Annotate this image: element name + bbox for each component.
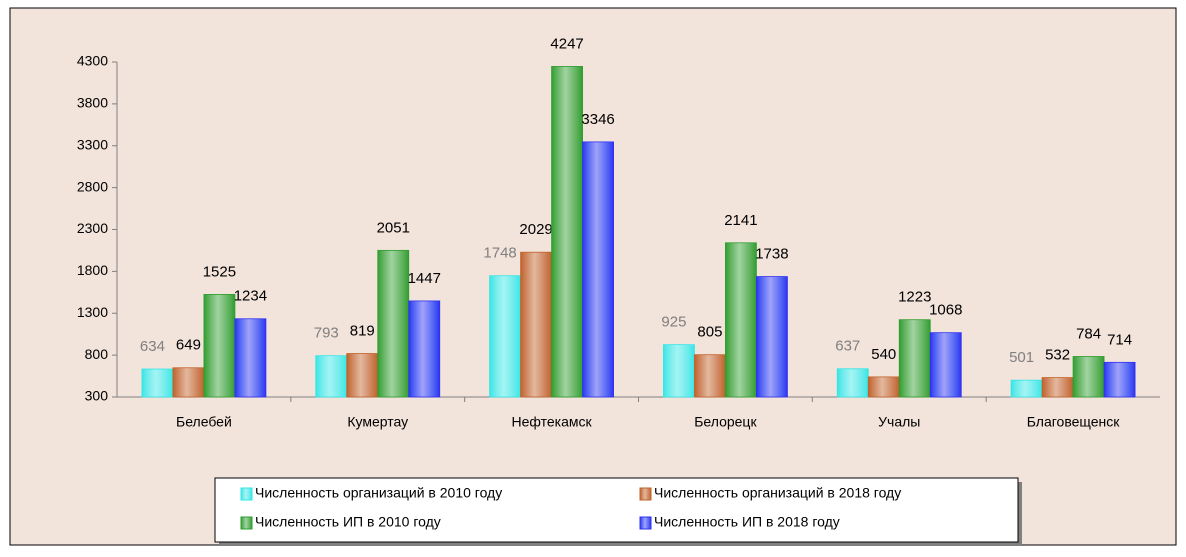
y-tick-label: 4300 [77, 53, 108, 69]
x-tick-label: Белебей [176, 414, 232, 430]
bar [1103, 361, 1136, 398]
value-label: 714 [1107, 331, 1132, 348]
legend-label: Численность ИП в 2010 году [255, 514, 441, 530]
bar [346, 353, 379, 398]
value-label: 1738 [755, 246, 788, 263]
bar [756, 276, 788, 398]
y-tick-label: 3800 [77, 95, 108, 111]
value-label: 1068 [929, 302, 962, 319]
value-label: 1748 [483, 245, 516, 262]
legend-marker [639, 516, 652, 530]
value-label: 793 [314, 325, 339, 342]
value-label: 2051 [377, 219, 410, 236]
bar [551, 66, 583, 398]
y-tick-label: 1300 [77, 304, 108, 320]
bar [377, 249, 410, 398]
value-label: 1223 [898, 289, 931, 306]
value-label: 805 [697, 324, 722, 341]
x-tick-label: Благовещенск [1027, 414, 1121, 430]
bar [1072, 356, 1105, 398]
bar [141, 368, 174, 398]
value-label: 1447 [408, 270, 441, 287]
bar [408, 300, 441, 398]
x-tick-label: Нефтекамск [512, 414, 593, 430]
bar [929, 332, 962, 398]
value-label: 2141 [724, 212, 757, 229]
legend-marker [240, 516, 253, 530]
legend-box [214, 477, 1019, 543]
bar [898, 319, 931, 398]
value-label: 501 [1009, 349, 1034, 366]
value-label: 637 [835, 338, 860, 355]
bar [234, 318, 267, 398]
value-label: 2029 [519, 221, 552, 238]
x-tick-label: Белорецк [694, 414, 757, 430]
bar [1041, 377, 1074, 398]
y-tick-label: 1800 [77, 262, 108, 278]
bar [663, 344, 695, 398]
y-tick-label: 800 [85, 346, 109, 362]
y-tick-label: 2800 [77, 178, 108, 194]
bar [725, 242, 757, 398]
legend-label: Численность организаций в 2018 году [654, 485, 901, 501]
y-tick-label: 3300 [77, 136, 108, 152]
bar [582, 141, 614, 398]
bar [836, 368, 869, 398]
bar [315, 355, 348, 398]
value-label: 784 [1076, 325, 1101, 342]
value-label: 1234 [234, 288, 267, 305]
bar [489, 275, 521, 398]
value-label: 634 [140, 338, 165, 355]
bar [1010, 379, 1043, 398]
legend-label: Численность организаций в 2010 году [255, 485, 502, 501]
legend-marker [240, 487, 253, 501]
bar [867, 376, 900, 398]
bar [694, 354, 726, 398]
y-tick-label: 300 [85, 388, 109, 404]
value-label: 925 [661, 314, 686, 331]
value-label: 532 [1045, 347, 1070, 364]
y-tick-label: 2300 [77, 220, 108, 236]
legend-marker [639, 487, 652, 501]
bar [203, 294, 236, 398]
x-tick-label: Учалы [878, 414, 920, 430]
value-label: 819 [350, 323, 375, 340]
value-label: 649 [176, 337, 201, 354]
bar [172, 367, 205, 398]
value-label: 4247 [550, 35, 583, 52]
value-label: 3346 [581, 111, 614, 128]
value-label: 1525 [203, 263, 236, 280]
value-label: 540 [871, 346, 896, 363]
bar [520, 251, 552, 398]
x-tick-label: Кумертау [347, 414, 408, 430]
legend-label: Численность ИП в 2018 году [654, 514, 840, 530]
